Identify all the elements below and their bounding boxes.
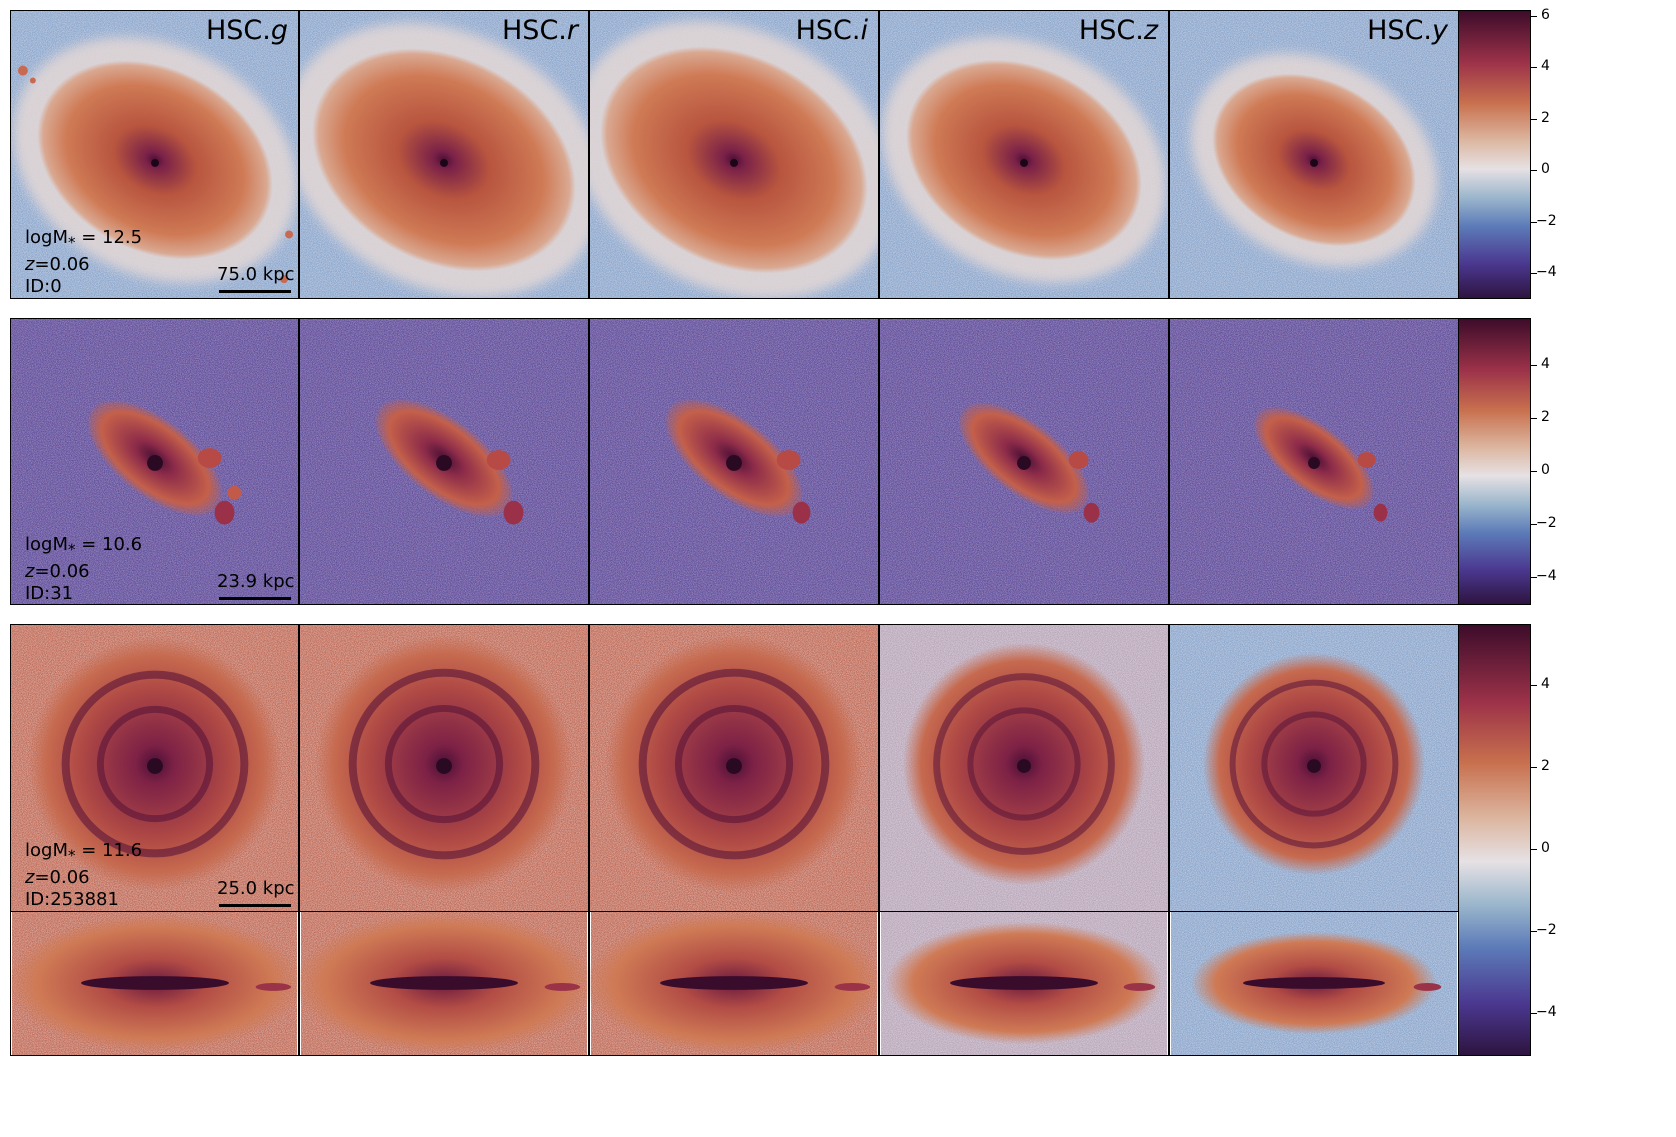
redshift-label: z=0.06 [25, 560, 90, 582]
galaxy-image-row1-g: logM* = 10.6 z=0.06 ID:31 23.9 kpc [10, 318, 299, 605]
colorbar-row0 [1458, 10, 1531, 299]
scale-bar-label: 23.9 kpc [217, 571, 295, 592]
galaxy-image-row0-r: HSC.r [299, 10, 589, 299]
galaxy-image-row0-g: HSC.g logM* = 12.5 z=0.06 ID:0 75.0 kpc [10, 10, 299, 299]
colorbar-tick: 4 [1541, 676, 1550, 692]
colorbar-tick: −2 [1536, 515, 1557, 531]
colorbar-tick: 4 [1541, 58, 1550, 74]
scale-bar-label: 25.0 kpc [217, 878, 295, 899]
galaxy-image-row2-i-edgeon [589, 911, 879, 1056]
stellar-mass-label: logM* = 12.5 [25, 227, 143, 252]
galaxy-image-row0-i: HSC.i [589, 10, 879, 299]
band-title: HSC.g [205, 15, 288, 46]
galaxy-image-row2-y-faceon [1169, 624, 1459, 912]
colorbar-tick: −2 [1536, 922, 1557, 938]
galaxy-image-row2-r-faceon [299, 624, 589, 912]
colorbar-tick: 2 [1541, 409, 1550, 425]
colorbar-tick: 6 [1541, 7, 1550, 23]
galaxy-image-row1-z [879, 318, 1169, 605]
stellar-mass-label: logM* = 11.6 [25, 840, 143, 865]
colorbar-tick: 2 [1541, 110, 1550, 126]
band-title: HSC.z [1078, 15, 1158, 46]
stellar-mass-label: logM* = 10.6 [25, 534, 143, 559]
scale-bar [219, 597, 291, 600]
galaxy-id-label: ID:31 [25, 582, 74, 604]
galaxy-annotation: logM* = 12.5 z=0.06 ID:0 [25, 227, 142, 298]
colorbar-row1 [1458, 318, 1531, 605]
colorbar-tick: −4 [1536, 1004, 1557, 1020]
scale-bar [219, 290, 291, 293]
galaxy-image-row2-g-edgeon [10, 911, 299, 1056]
galaxy-image-row1-i [589, 318, 879, 605]
colorbar-tick: −2 [1536, 213, 1557, 229]
colorbar-row2 [1458, 624, 1531, 1056]
galaxy-image-row2-g-faceon: logM* = 11.6 z=0.06 ID:253881 25.0 kpc [10, 624, 299, 912]
galaxy-image-row2-i-faceon [589, 624, 879, 912]
galaxy-image-row0-y: HSC.y [1169, 10, 1459, 299]
redshift-label: z=0.06 [25, 253, 90, 275]
galaxy-image-row0-z: HSC.z [879, 10, 1169, 299]
scale-bar [219, 904, 291, 907]
colorbar-tick: 4 [1541, 356, 1550, 372]
colorbar-tick: −4 [1536, 568, 1557, 584]
galaxy-annotation: logM* = 10.6 z=0.06 ID:31 [25, 534, 143, 604]
galaxy-image-row1-r [299, 318, 589, 605]
galaxy-id-label: ID:0 [25, 275, 62, 297]
galaxy-annotation: logM* = 11.6 z=0.06 ID:253881 [25, 840, 142, 911]
galaxy-image-row1-y [1169, 318, 1459, 605]
scale-bar-label: 75.0 kpc [217, 264, 295, 285]
galaxy-image-row2-y-edgeon [1169, 911, 1459, 1056]
galaxy-image-row2-z-faceon [879, 624, 1169, 912]
colorbar-tick: 2 [1541, 758, 1550, 774]
galaxy-image-row2-r-edgeon [299, 911, 589, 1056]
colorbar-tick: 0 [1541, 840, 1550, 856]
band-title: HSC.i [795, 15, 868, 46]
colorbar-tick: 0 [1541, 462, 1550, 478]
colorbar-tick: −4 [1536, 264, 1557, 280]
band-title: HSC.r [502, 15, 578, 46]
galaxy-image-row2-z-edgeon [879, 911, 1169, 1056]
colorbar-tick: 0 [1541, 161, 1550, 177]
galaxy-id-label: ID:253881 [25, 888, 119, 910]
redshift-label: z=0.06 [25, 866, 90, 888]
band-title: HSC.y [1367, 15, 1448, 46]
